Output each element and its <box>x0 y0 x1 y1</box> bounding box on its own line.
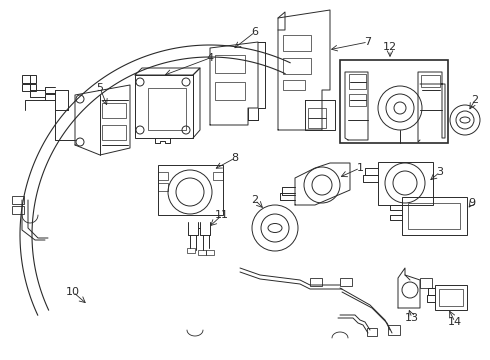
Text: 1: 1 <box>357 163 364 173</box>
Bar <box>213 172 223 180</box>
Text: 2: 2 <box>471 95 479 105</box>
Text: 2: 2 <box>251 195 259 205</box>
Bar <box>349 94 366 106</box>
Bar <box>22 75 36 83</box>
Text: 13: 13 <box>405 313 419 323</box>
Text: 4: 4 <box>206 53 214 63</box>
Text: 12: 12 <box>383 42 397 52</box>
Bar <box>206 250 214 255</box>
Bar <box>102 103 126 118</box>
Bar <box>420 278 432 288</box>
Bar <box>340 278 352 286</box>
Bar <box>340 60 448 143</box>
Bar <box>408 203 460 229</box>
Bar <box>158 165 223 215</box>
Bar <box>148 88 186 130</box>
Text: 9: 9 <box>468 198 476 208</box>
Bar <box>421 75 440 87</box>
Text: 8: 8 <box>231 153 239 163</box>
Text: 14: 14 <box>448 317 462 327</box>
Bar <box>187 248 195 253</box>
Bar <box>378 162 433 205</box>
Bar <box>367 328 377 336</box>
Bar <box>402 197 467 235</box>
Text: 3: 3 <box>437 167 443 177</box>
Bar <box>388 325 400 335</box>
Bar <box>308 108 326 118</box>
Bar <box>158 183 168 191</box>
Bar <box>198 250 206 255</box>
Bar <box>22 84 36 91</box>
Bar <box>349 74 366 89</box>
Bar <box>435 285 467 310</box>
Bar <box>439 289 463 306</box>
Bar <box>308 118 326 128</box>
Text: 6: 6 <box>251 27 259 37</box>
Bar <box>283 80 305 90</box>
Text: 7: 7 <box>365 37 371 47</box>
Text: 10: 10 <box>66 287 80 297</box>
Bar <box>310 278 322 286</box>
Text: 11: 11 <box>215 210 229 220</box>
Bar <box>215 82 245 100</box>
Bar <box>158 172 168 180</box>
Bar <box>135 75 193 138</box>
Bar <box>283 35 311 51</box>
Bar <box>283 58 311 74</box>
Bar <box>12 196 24 204</box>
Bar <box>12 206 24 214</box>
Bar <box>102 125 126 140</box>
Bar <box>215 55 245 73</box>
Text: 5: 5 <box>97 83 103 93</box>
